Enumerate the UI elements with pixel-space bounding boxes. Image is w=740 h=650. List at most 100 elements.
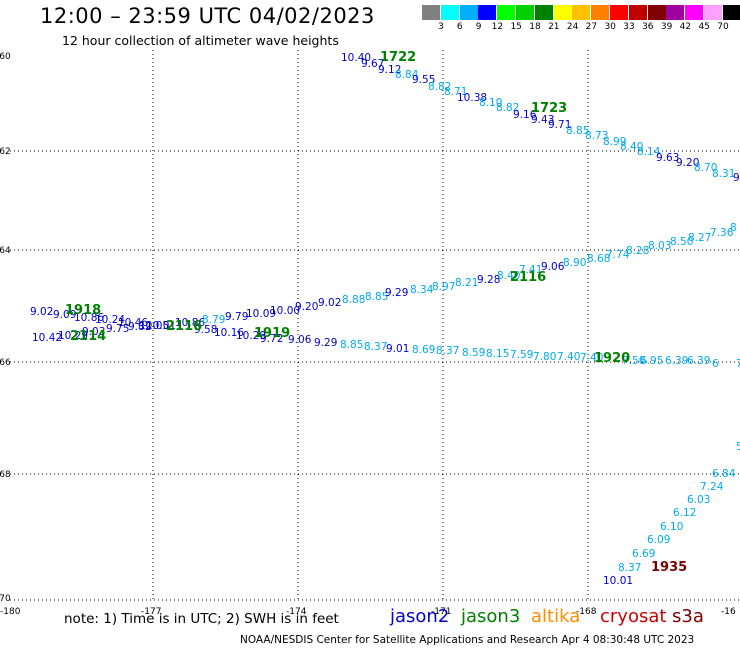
wave-height-value: 8.27 [688,232,711,244]
legend-label: 24 [566,22,579,32]
wave-height-value: 7.59 [510,349,533,361]
wave-height-value: 8.31 [712,168,735,180]
lon-tick-label: -16 [721,607,736,617]
pass-time-label: 1935 [651,560,687,575]
lat-tick-label: -60 [0,52,11,62]
wave-height-value: 10.46 [118,317,148,329]
legend-label: 30 [604,22,616,32]
wave-height-value: 8.99 [603,136,626,148]
legend-label: 39 [660,22,673,32]
wave-height-value: 9.29 [385,287,408,299]
legend-label: 21 [548,22,560,32]
legend-label: 33 [623,22,635,32]
satellite-altika: altika [531,606,581,627]
wave-height-value: 9.72 [260,333,283,345]
legend-swatch [516,5,534,20]
wave-height-value: 6.39 [687,355,710,367]
wave-height-value: 8.15 [486,348,509,360]
wave-height-value: 5.73 [736,441,740,453]
wave-height-value: 9.29 [314,337,337,349]
wave-height-value: 10.42 [32,332,62,344]
wave-height-value: 8.97 [432,281,455,293]
wave-height-value: 9.20 [295,301,318,313]
wave-height-value: 10.05 [139,320,169,332]
satellite-jason3: jason3 [461,606,521,627]
wave-height-value: 8.40 [497,270,520,282]
map-title: 12:00 – 23:59 UTC 04/02/2023 [40,4,375,28]
wave-height-value: 8.59 [462,347,485,359]
wave-height-value: 9.16 [513,109,537,121]
pass-time-labels: 1722 1723 1918 2114 2116 1919 2116 1920 1935 [65,50,687,575]
wave-height-value: 9.58 [194,324,217,336]
legend-label: 15 [510,22,522,32]
satellite-jason2: jason2 [390,606,450,627]
wave-height-value: 8.70 [694,162,717,174]
wave-height-value: 6 [712,358,719,370]
legend-label: 18 [529,22,541,32]
wave-height-value: 7.24 [700,481,724,493]
wave-height-value: 10.01 [603,575,633,587]
legend-label: 70 [717,22,729,32]
pass-time-label: 1920 [594,351,630,366]
legend-label: 27 [585,22,598,32]
lat-tick-label: -64 [0,246,11,256]
legend-swatch [534,5,553,20]
legend-label: 42 [679,22,692,32]
lat-tick-label: -62 [0,147,11,157]
wave-height-value: 10.16 [214,327,244,339]
wave-height-value: 8.82 [496,102,519,114]
lon-tick-label: -174 [286,607,307,617]
legend-swatch [572,5,591,20]
wave-height-value: 9.63 [656,152,679,164]
wave-height-value: 8.37 [618,562,641,574]
satellite-cryosat: cryosat [600,606,667,627]
wave-height-value: 10.09 [246,308,276,320]
lat-tick-label: -68 [0,470,11,480]
wave-height-value: 8.85 [566,125,589,137]
legend-swatch [722,5,740,20]
wave-height-value: 10.40 [341,52,371,64]
wave-height-value: 9 [733,172,740,184]
wave-height-value: 7.40 [580,352,603,364]
wave-height-value: 10.29 [58,330,88,342]
credit-line: NOAA/NESDIS Center for Satellite Applica… [240,634,695,646]
wave-height-value: 7.40 [557,351,580,363]
legend-swatch [422,5,440,20]
wave-height-value: 6.10 [660,521,683,533]
wave-height-value: 9.06 [288,334,312,346]
wave-height-value: 8.73 [585,130,608,142]
legend-swatch [647,5,666,20]
pass-time-label: 1918 [65,303,101,318]
pass-time-label: 1722 [380,50,416,65]
legend-swatch [440,5,459,20]
wave-height-value: 10.24 [95,314,125,326]
wave-height-value: 8.85 [365,291,388,303]
lon-tick-label: -168 [576,607,597,617]
legend-swatch [685,5,704,20]
lat-tick-label: -70 [0,594,11,604]
wave-height-value: 8.37 [364,341,387,353]
wave-height-value: 8.90 [563,257,586,269]
wave-height-value: 8.21 [455,277,478,289]
wave-height-value: 8.37 [436,345,459,357]
legend-label: 9 [475,22,482,32]
pass-time-label: 2116 [166,319,202,334]
wave-height-value: 9.67 [361,58,384,70]
wave-height-value: 10.01 [146,320,176,332]
wave-height-value: 9.28 [477,274,500,286]
wave-height-value: 8.14 [637,146,661,158]
wave-height-value: 6.95 [640,355,663,367]
wave-height-value: 9.02 [318,297,341,309]
wave-height-value: 10.29 [236,330,266,342]
wave-height-value: 7.74 [606,249,630,261]
legend-swatch [553,5,572,20]
lat-tick-label: -66 [0,358,11,368]
wave-height-value: 8.28 [626,245,649,257]
wave-height-value: 8 [730,222,737,234]
wave-height-value: 8.50 [670,236,693,248]
wave-height-value: 8.69 [412,344,435,356]
wave-height-value: 9.02 [30,306,53,318]
wave-height-value: 7.41 [519,264,542,276]
wave-height-value: 8.84 [395,69,419,81]
wave-height-value: 9.06 [541,261,565,273]
